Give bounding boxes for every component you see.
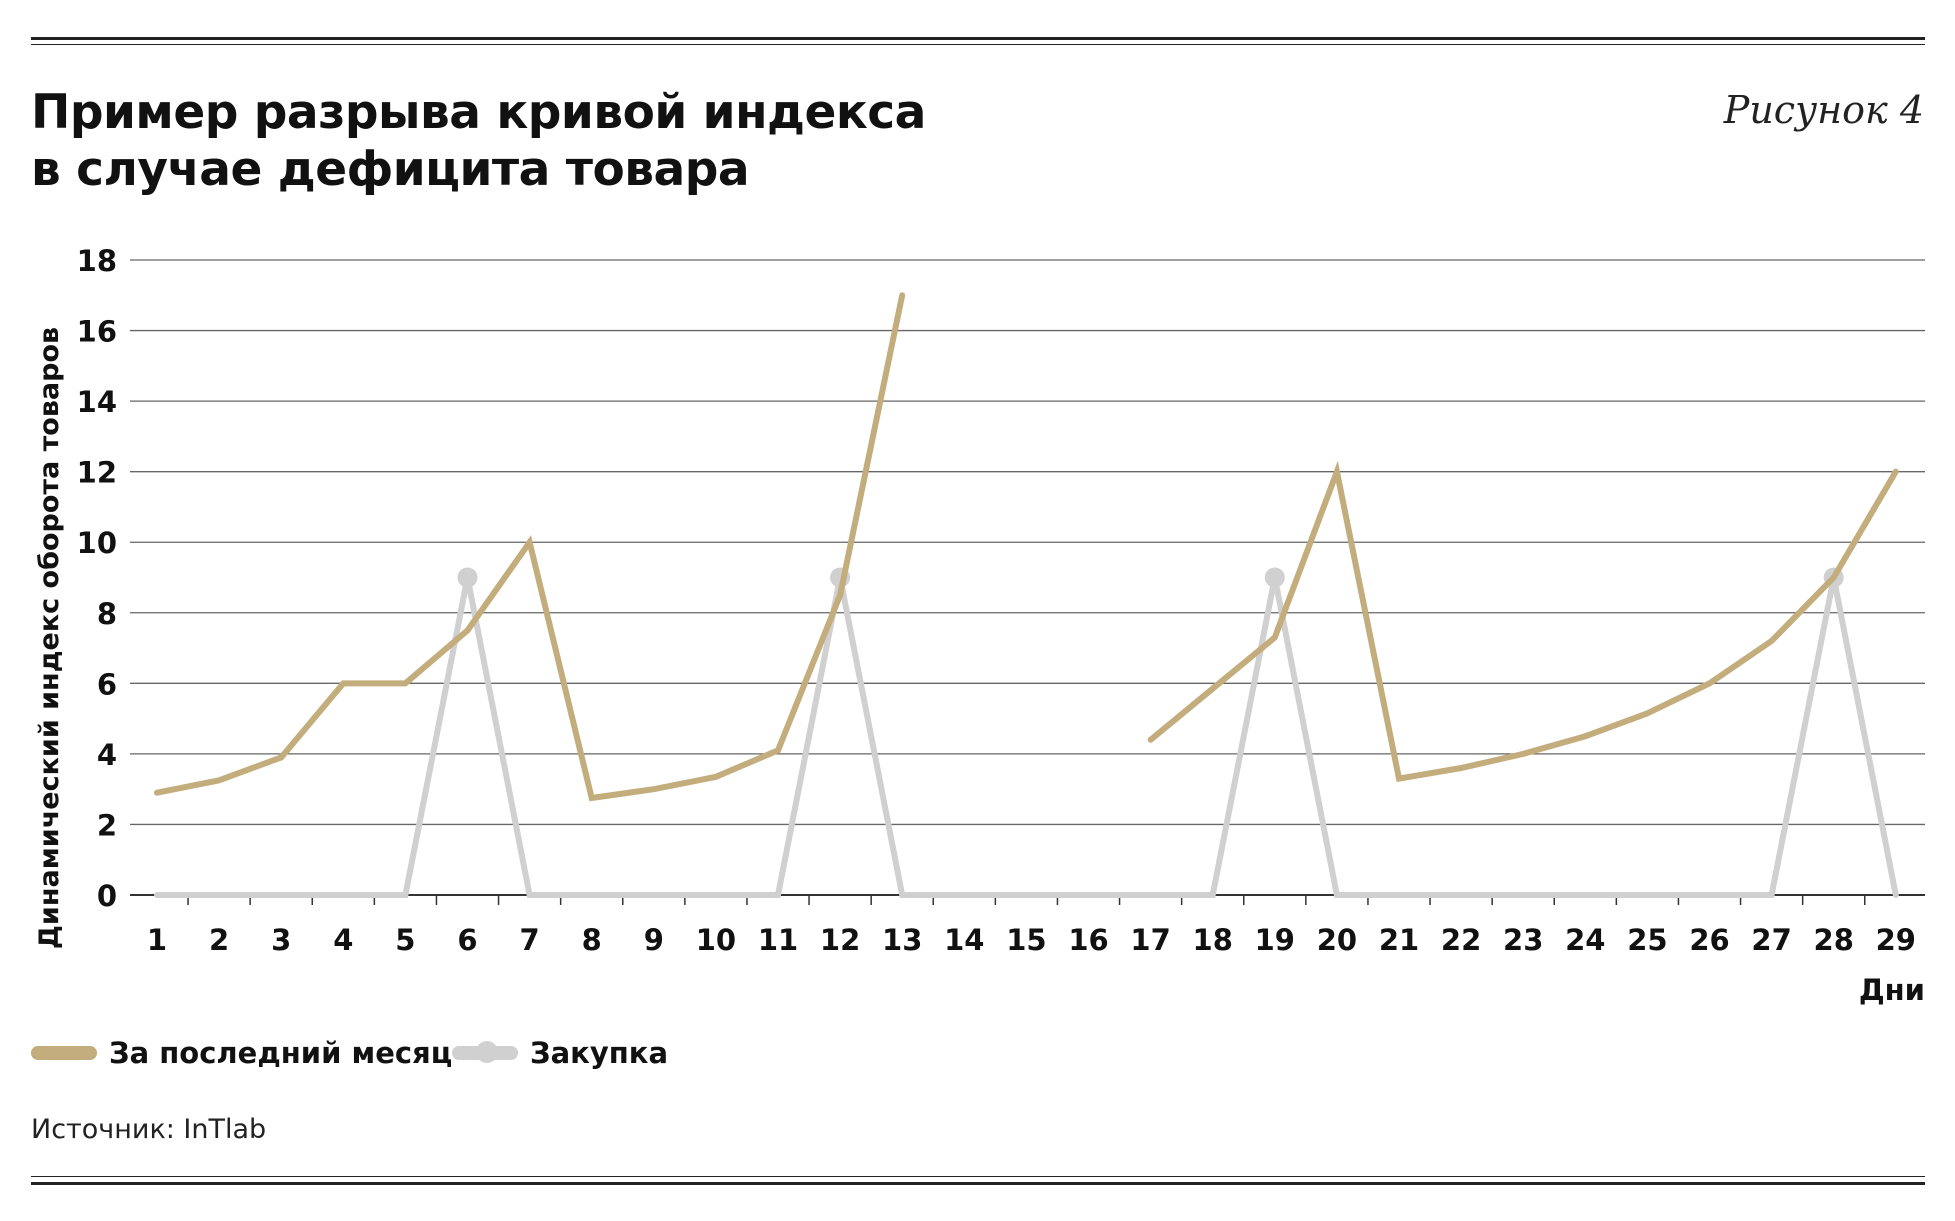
legend-swatch-purchase <box>452 1041 518 1063</box>
x-tick-label: 26 <box>1689 923 1729 957</box>
y-tick-label: 6 <box>97 667 117 701</box>
x-tick-label: 29 <box>1876 923 1916 957</box>
y-tick-labels: 0 2 4 6 8 10 12 14 16 18 <box>77 244 117 913</box>
x-tick-label: 8 <box>582 923 602 957</box>
x-tick-label: 16 <box>1068 923 1108 957</box>
bottom-rule-2 <box>31 1182 1925 1185</box>
grid-lines <box>130 259 1925 905</box>
legend-purchase: Закупка <box>452 1036 668 1070</box>
series-monthly <box>154 292 1899 802</box>
x-tick-label: 25 <box>1627 923 1667 957</box>
x-tick-label: 11 <box>758 923 798 957</box>
x-tick-label: 18 <box>1193 923 1233 957</box>
top-rule-1 <box>31 37 1925 40</box>
top-rule-2 <box>31 44 1925 45</box>
x-tick-label: 24 <box>1565 923 1605 957</box>
y-tick-label: 18 <box>77 244 117 278</box>
legend-marker-purchase <box>476 1041 498 1063</box>
y-tick-label: 16 <box>77 315 117 349</box>
x-axis-label: Дни <box>1859 973 1925 1007</box>
x-tick-label: 9 <box>644 923 664 957</box>
x-tick-label: 23 <box>1503 923 1543 957</box>
y-tick-label: 14 <box>77 385 117 419</box>
x-tick-labels: 1 2 3 4 5 6 7 8 9 10 11 12 13 14 15 16 17 18 19 20 21 22 23 24 2… <box>147 923 1916 957</box>
y-tick-label: 4 <box>97 738 117 772</box>
x-tick-label: 5 <box>395 923 415 957</box>
y-tick-label: 10 <box>77 526 117 560</box>
marker-purchase <box>1264 567 1285 588</box>
x-tick-label: 1 <box>147 923 167 957</box>
x-tick-label: 21 <box>1379 923 1419 957</box>
x-tick-label: 6 <box>457 923 477 957</box>
y-axis-label: Динамический индекс оборота товаров <box>34 327 65 949</box>
x-tick-label: 28 <box>1814 923 1854 957</box>
legend-swatch-monthly <box>31 1046 97 1060</box>
figure-label: Рисунок 4 <box>1723 88 1924 132</box>
x-tick-label: 19 <box>1255 923 1295 957</box>
y-tick-label: 2 <box>97 808 117 842</box>
y-tick-label: 12 <box>77 456 117 490</box>
x-tick-label: 12 <box>820 923 860 957</box>
y-tick-label: 0 <box>97 879 117 913</box>
x-tick-label: 10 <box>696 923 736 957</box>
x-tick-label: 4 <box>333 923 353 957</box>
series-purchase <box>154 567 1899 898</box>
x-tick-label: 2 <box>209 923 229 957</box>
x-tick-label: 22 <box>1441 923 1481 957</box>
legend-label-monthly: За последний месяц <box>109 1036 453 1070</box>
x-tick-label: 20 <box>1317 923 1357 957</box>
chart-title-line-1: Пример разрыва кривой индекса <box>31 85 926 140</box>
bottom-rule-1 <box>31 1176 1925 1177</box>
x-tick-label: 17 <box>1130 923 1170 957</box>
series-line-monthly <box>154 292 906 802</box>
chart-title-line-2: в случае дефицита товара <box>31 142 750 197</box>
y-tick-label: 8 <box>97 597 117 631</box>
x-tick-label: 14 <box>944 923 984 957</box>
x-tick-label: 3 <box>271 923 291 957</box>
x-tick-label: 15 <box>1006 923 1046 957</box>
legend-label-purchase: Закупка <box>530 1036 669 1070</box>
x-tick-label: 27 <box>1751 923 1791 957</box>
chart-title: Пример разрыва кривой индекса в случае д… <box>31 84 1331 198</box>
marker-purchase <box>457 567 478 588</box>
x-tick-label: 13 <box>882 923 922 957</box>
legend-monthly: За последний месяц <box>31 1036 452 1070</box>
source-note: Источник: InTlab <box>31 1114 267 1145</box>
series-line-purchase <box>154 576 1899 898</box>
series-line-monthly <box>1147 460 1899 783</box>
x-tick-label: 7 <box>520 923 540 957</box>
